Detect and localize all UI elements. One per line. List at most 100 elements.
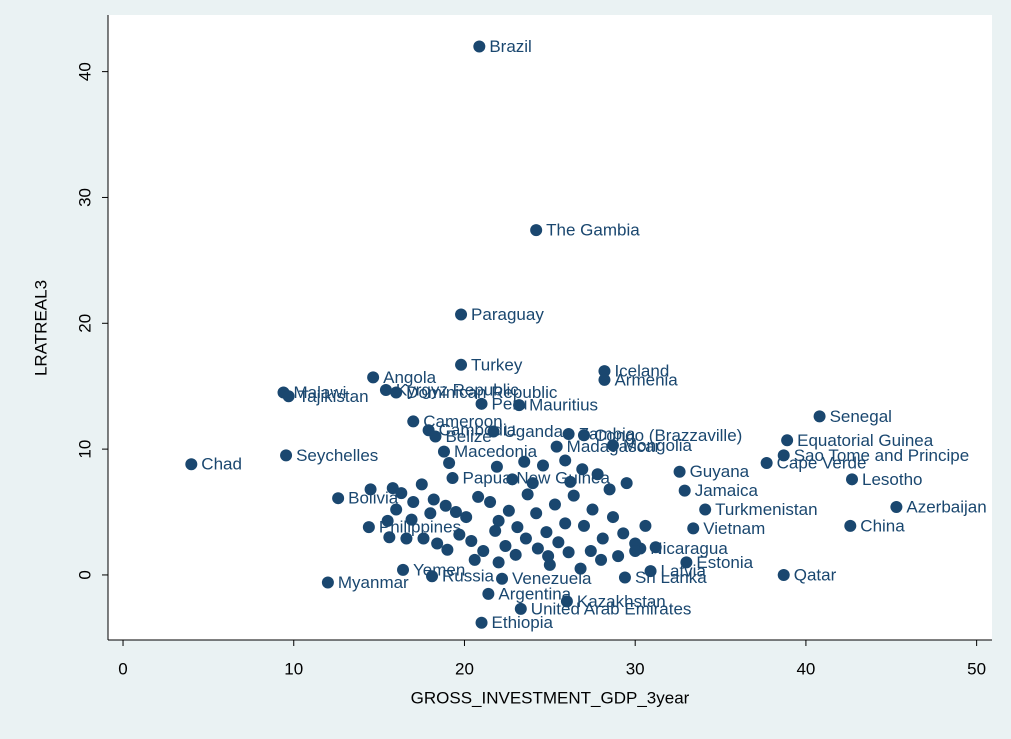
point <box>598 373 611 386</box>
point-label: Uganda <box>503 422 563 441</box>
point <box>617 527 630 540</box>
point <box>424 507 437 520</box>
y-tick-label: 20 <box>75 314 94 333</box>
x-tick-label: 50 <box>967 659 986 678</box>
point <box>518 455 531 468</box>
point <box>603 483 616 496</box>
point-label: Belize <box>445 427 491 446</box>
point <box>492 556 505 569</box>
point-label: Myanmar <box>338 573 409 592</box>
point <box>678 484 691 497</box>
point <box>618 571 631 584</box>
point <box>482 587 495 600</box>
point-label: Armenia <box>614 370 678 389</box>
point-label: Malawi <box>294 383 347 402</box>
point <box>453 528 466 541</box>
point <box>185 458 198 471</box>
point <box>687 522 700 535</box>
y-tick-label: 40 <box>75 62 94 81</box>
point <box>543 558 556 571</box>
point <box>574 562 587 575</box>
point <box>550 440 563 453</box>
point <box>407 415 420 428</box>
point <box>379 383 392 396</box>
point <box>844 519 857 532</box>
point-label: Mongolia <box>623 436 693 455</box>
point <box>612 550 625 563</box>
point <box>477 545 490 558</box>
point <box>472 490 485 503</box>
point-label: The Gambia <box>546 221 640 240</box>
point-label: Lesotho <box>862 470 923 489</box>
point <box>475 397 488 410</box>
point <box>484 495 497 508</box>
point-label: Chad <box>201 455 242 474</box>
point-label: Argentina <box>498 584 571 603</box>
point <box>591 468 604 481</box>
point <box>629 545 642 558</box>
point-label: Venezuela <box>512 569 592 588</box>
point <box>441 543 454 556</box>
point-label: Paraguay <box>471 305 544 324</box>
point <box>367 371 380 384</box>
point-label: Tajikistan <box>299 387 369 406</box>
point <box>559 454 572 467</box>
point <box>644 565 657 578</box>
point <box>511 521 524 534</box>
point-label: Congo (Brazzaville) <box>594 426 742 445</box>
point <box>460 511 473 524</box>
point <box>562 428 575 441</box>
point-label: Sao Tome and Principe <box>794 446 969 465</box>
point <box>562 546 575 559</box>
point-label: Brazil <box>489 37 532 56</box>
point-label: Sri Lanka <box>635 568 707 587</box>
point <box>639 519 652 532</box>
point-label: Macedonia <box>454 442 538 461</box>
point <box>777 568 790 581</box>
point-label: Guyana <box>690 462 750 481</box>
point <box>552 536 565 549</box>
point-label: Jamaica <box>695 481 759 500</box>
point <box>509 548 522 561</box>
point <box>417 532 430 545</box>
point-label: United Arab Emirates <box>531 599 692 618</box>
x-tick-label: 10 <box>284 659 303 678</box>
point-label: China <box>860 516 905 535</box>
point <box>699 503 712 516</box>
point <box>439 499 452 512</box>
point <box>560 595 573 608</box>
y-tick-label: 30 <box>75 188 94 207</box>
point <box>492 514 505 527</box>
point-label: Kyrgyz Republic <box>396 380 519 399</box>
point <box>673 465 686 478</box>
point <box>586 503 599 516</box>
point <box>521 488 534 501</box>
point-label: Mauritius <box>529 396 598 415</box>
point <box>383 531 396 544</box>
point <box>760 456 773 469</box>
point-label: Cape Verde <box>777 453 867 472</box>
point <box>427 493 440 506</box>
point <box>781 434 794 447</box>
y-tick-label: 0 <box>75 570 94 579</box>
point <box>426 570 439 583</box>
point <box>332 492 345 505</box>
point-label: Dominican Republic <box>406 383 558 402</box>
point <box>405 513 418 526</box>
point <box>400 532 413 545</box>
point-label: Zambia <box>579 424 636 443</box>
point <box>526 477 539 490</box>
point-label: Estonia <box>696 553 753 572</box>
point <box>777 449 790 462</box>
x-axis-title: GROSS_INVESTMENT_GDP_3year <box>411 688 690 707</box>
x-tick-label: 20 <box>455 659 474 678</box>
point-label: Nicaragua <box>650 539 728 558</box>
point <box>431 537 444 550</box>
point-label: Ethiopia <box>492 613 554 632</box>
point <box>390 386 403 399</box>
point <box>415 478 428 491</box>
point <box>606 511 619 524</box>
point-label: Russia <box>442 567 495 586</box>
point <box>362 521 375 534</box>
